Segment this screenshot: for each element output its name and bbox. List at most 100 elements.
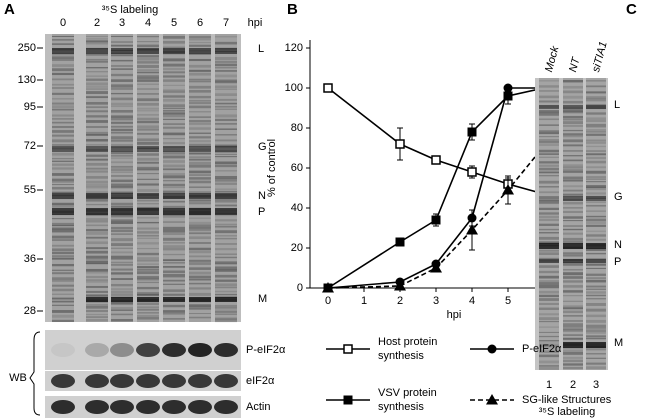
band-label: M (614, 337, 623, 349)
blot-band (136, 374, 160, 388)
band (563, 310, 583, 314)
band (137, 128, 159, 131)
band (563, 269, 583, 271)
band (86, 184, 108, 187)
band (86, 268, 108, 272)
band (52, 293, 74, 295)
band (215, 230, 237, 234)
band (586, 234, 606, 237)
band (586, 230, 606, 232)
band (539, 139, 559, 142)
band (586, 288, 606, 290)
band (86, 61, 108, 63)
blot-band (110, 343, 134, 357)
band (215, 256, 237, 259)
band (52, 280, 74, 282)
band (137, 308, 159, 311)
point (395, 237, 405, 247)
band (163, 237, 185, 241)
lane (189, 34, 211, 322)
band (137, 263, 159, 265)
band (111, 191, 133, 194)
band (539, 360, 559, 364)
band (52, 48, 74, 54)
band (563, 225, 583, 227)
band (215, 146, 237, 152)
band (539, 249, 559, 252)
band (215, 219, 237, 222)
band (563, 366, 583, 370)
band (137, 286, 159, 290)
band (52, 319, 74, 323)
band (111, 136, 133, 140)
band (111, 36, 133, 38)
blot-band (162, 400, 186, 414)
band (215, 237, 237, 240)
band (111, 318, 133, 322)
band (137, 260, 159, 262)
band (586, 178, 606, 180)
band (52, 277, 74, 281)
lane-number: 3 (593, 379, 599, 391)
band (111, 79, 133, 82)
band (189, 287, 211, 290)
band (586, 252, 606, 255)
band (215, 214, 237, 217)
band (137, 125, 159, 129)
band (189, 313, 211, 315)
band (86, 176, 108, 179)
band (539, 212, 559, 215)
lane-label: NT (567, 55, 583, 74)
marker-label: 72 (24, 140, 36, 152)
band (52, 235, 74, 239)
band (86, 86, 108, 88)
band (111, 186, 133, 189)
band (137, 268, 159, 271)
band (52, 204, 74, 208)
band (137, 278, 159, 281)
band (563, 179, 583, 182)
band (563, 166, 583, 169)
band (163, 205, 185, 209)
band (215, 235, 237, 237)
band (52, 229, 74, 233)
band (137, 203, 159, 205)
band (215, 310, 237, 313)
band (539, 191, 559, 194)
band (111, 102, 133, 106)
band (86, 193, 108, 199)
band (52, 208, 74, 215)
band (189, 247, 211, 251)
blot-band (51, 400, 75, 414)
band (563, 276, 583, 279)
blot-group: WB (9, 372, 27, 384)
blot-band (110, 400, 134, 414)
band-label: P (258, 206, 265, 218)
band (137, 193, 159, 199)
band (539, 130, 559, 133)
band (215, 85, 237, 89)
band (86, 146, 108, 152)
band-label: G (614, 191, 623, 203)
lane-label: Mock (543, 45, 562, 74)
band (189, 262, 211, 265)
band (189, 156, 211, 159)
y-tick-label: 60 (291, 162, 303, 174)
band (52, 58, 74, 61)
band (163, 91, 185, 93)
point (431, 155, 441, 165)
band (563, 121, 583, 125)
band (163, 215, 185, 218)
band (539, 112, 559, 116)
band (86, 126, 108, 128)
band (52, 258, 74, 260)
marker-label: 130 (18, 74, 36, 86)
band (86, 297, 108, 302)
band (586, 133, 606, 136)
band (539, 280, 559, 283)
band (52, 152, 74, 156)
band (137, 79, 159, 82)
band (215, 208, 237, 215)
band (163, 58, 185, 62)
band (137, 110, 159, 112)
